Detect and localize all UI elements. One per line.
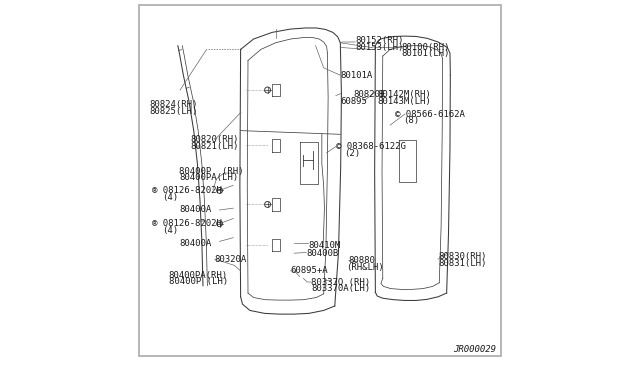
Text: JR000029: JR000029	[453, 345, 496, 354]
Text: 80410M: 80410M	[308, 241, 340, 250]
Text: ® 08126-8202H: ® 08126-8202H	[152, 186, 222, 195]
Text: 80400B: 80400B	[307, 249, 339, 258]
Text: (4): (4)	[163, 193, 179, 202]
Text: 80400A: 80400A	[179, 239, 211, 248]
Text: 80100(RH): 80100(RH)	[401, 43, 450, 52]
Text: 80320A: 80320A	[215, 254, 247, 264]
Text: (RH&LH): (RH&LH)	[347, 263, 384, 272]
Text: (4): (4)	[163, 226, 179, 235]
Text: 80400P (LH): 80400P (LH)	[168, 278, 228, 286]
Text: 80825(LH): 80825(LH)	[149, 106, 198, 116]
Text: 80142M(RH): 80142M(RH)	[377, 90, 431, 99]
Text: 80820(RH): 80820(RH)	[190, 135, 239, 144]
Text: (2): (2)	[344, 149, 360, 158]
Text: 80400A: 80400A	[179, 205, 211, 215]
Text: 80153(LH): 80153(LH)	[355, 43, 403, 52]
Text: 80101(LH): 80101(LH)	[401, 49, 450, 58]
Text: © 08368-6122G: © 08368-6122G	[336, 142, 406, 151]
Text: 80831(LH): 80831(LH)	[438, 259, 486, 268]
Text: 80101A: 80101A	[340, 71, 372, 80]
Text: 80821(LH): 80821(LH)	[190, 142, 239, 151]
Text: 80824(RH): 80824(RH)	[149, 100, 198, 109]
Text: 80400PA(RH): 80400PA(RH)	[168, 271, 228, 280]
Text: 80880: 80880	[349, 256, 376, 265]
Text: 80152(RH): 80152(RH)	[355, 36, 403, 45]
Text: 60895+A: 60895+A	[291, 266, 328, 275]
Text: 60895: 60895	[340, 97, 367, 106]
Text: 80143M(LH): 80143M(LH)	[377, 97, 431, 106]
Text: 80337Q (RH): 80337Q (RH)	[311, 278, 371, 286]
Text: (8): (8)	[403, 116, 420, 125]
Text: 80400PA(LH): 80400PA(LH)	[179, 173, 238, 182]
Text: 80400P  (RH): 80400P (RH)	[179, 167, 243, 176]
Text: © 08566-6162A: © 08566-6162A	[395, 109, 465, 119]
FancyBboxPatch shape	[139, 5, 501, 356]
Text: 80830(RH): 80830(RH)	[438, 252, 486, 262]
Text: 80820E: 80820E	[353, 90, 386, 99]
Text: ® 08126-8202H: ® 08126-8202H	[152, 219, 222, 228]
Text: 803370A(LH): 803370A(LH)	[311, 284, 371, 293]
